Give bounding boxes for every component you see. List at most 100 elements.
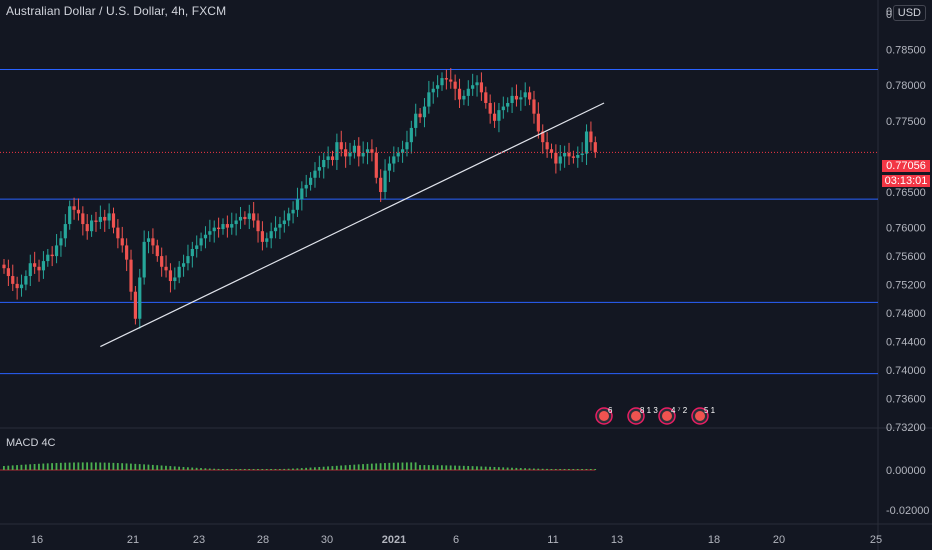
- macd-bar: [94, 462, 97, 470]
- candle-body: [203, 234, 208, 239]
- macd-bar: [24, 464, 27, 470]
- macd-bar: [200, 468, 202, 470]
- macd-bar: [554, 469, 557, 470]
- candle-body: [457, 88, 462, 100]
- macd-bar: [151, 464, 154, 470]
- candle-body: [54, 245, 59, 257]
- candle-body: [33, 263, 37, 267]
- candle-body: [63, 224, 67, 239]
- macd-bar: [195, 467, 198, 470]
- macd-bar: [265, 469, 268, 470]
- candle-body: [484, 92, 488, 104]
- candle-body: [85, 224, 89, 232]
- macd-bar: [178, 466, 180, 470]
- macd-bar: [511, 467, 513, 470]
- x-tick-label: 30: [321, 534, 333, 546]
- macd-bar: [147, 464, 150, 470]
- event-badge[interactable]: 5 1: [691, 406, 716, 425]
- macd-bar: [64, 462, 67, 470]
- macd-bar: [138, 464, 141, 470]
- candle-body: [497, 110, 501, 121]
- macd-bar: [546, 468, 548, 470]
- macd-bar: [134, 463, 137, 470]
- candle-body: [247, 213, 251, 220]
- candle-body: [252, 213, 256, 221]
- macd-bar: [3, 466, 5, 470]
- macd-bar: [270, 469, 272, 470]
- macd-bar: [397, 462, 399, 470]
- candle-body: [418, 113, 422, 118]
- candle-body: [41, 261, 46, 271]
- event-badge[interactable]: 6: [595, 406, 613, 425]
- macd-bar: [357, 464, 360, 470]
- candle-body: [6, 268, 10, 277]
- candle-body: [580, 153, 584, 155]
- macd-bar: [81, 462, 84, 470]
- candle-body: [357, 145, 361, 157]
- candle-body: [2, 264, 6, 269]
- candle-body: [19, 284, 24, 289]
- candle-body: [374, 152, 378, 178]
- macd-bar: [261, 469, 264, 470]
- macd-bar: [143, 464, 145, 470]
- event-flag-fill: [631, 411, 641, 421]
- macd-bar: [38, 463, 40, 470]
- event-flag-fill: [662, 411, 672, 421]
- macd-bar: [532, 468, 535, 470]
- macd-histogram: [0, 462, 597, 471]
- y-tick-label: 0.73600: [886, 394, 926, 406]
- macd-bar: [419, 465, 421, 470]
- macd-bar: [296, 468, 299, 470]
- macd-bar: [283, 468, 286, 470]
- macd-bar: [515, 467, 518, 470]
- candle-body: [243, 216, 247, 220]
- candle-body: [46, 254, 50, 262]
- macd-indicator-title[interactable]: MACD 4C: [6, 437, 56, 449]
- macd-bar: [563, 469, 566, 470]
- current-price-badge: 0.77056: [882, 160, 930, 172]
- macd-bar: [257, 469, 259, 470]
- candle-body: [181, 263, 186, 267]
- candle-body: [519, 97, 523, 100]
- macd-bar: [497, 467, 500, 470]
- macd-bar: [559, 469, 562, 470]
- candle-body: [322, 159, 326, 168]
- macd-bar: [467, 465, 470, 470]
- candle-body: [291, 209, 295, 214]
- candle-body: [98, 216, 102, 222]
- macd-bar: [594, 469, 597, 470]
- candle-body: [466, 88, 470, 96]
- candle-body: [361, 152, 365, 157]
- candle-body: [409, 127, 413, 143]
- currency-selector[interactable]: USD: [892, 5, 926, 21]
- event-badge[interactable]: 4 ⁷ 2: [658, 406, 688, 425]
- candle-body: [238, 216, 243, 221]
- macd-bar: [568, 469, 570, 470]
- macd-bar: [370, 463, 373, 470]
- candle-body: [440, 78, 444, 86]
- candle-body: [510, 95, 514, 104]
- macd-bar: [125, 463, 128, 470]
- candle-body: [295, 199, 300, 210]
- candle-body: [571, 156, 575, 158]
- macd-bar: [160, 465, 163, 470]
- y-tick-label: 0.77500: [886, 116, 926, 128]
- y-tick-label: 0.74800: [886, 308, 926, 320]
- candle-body: [68, 206, 72, 225]
- macd-bar: [42, 463, 45, 470]
- macd-bar: [73, 462, 75, 470]
- candle-body: [431, 88, 435, 93]
- event-badge[interactable]: 8 1 3: [627, 406, 658, 425]
- macd-bar: [519, 468, 522, 470]
- candle-body: [348, 152, 352, 157]
- macd-bar: [392, 462, 395, 470]
- macd-bar: [414, 462, 417, 470]
- candle-body: [190, 248, 194, 257]
- candle-body: [195, 245, 199, 249]
- candle-body: [379, 177, 383, 193]
- candle-body: [269, 231, 273, 239]
- macd-bar: [589, 469, 592, 470]
- candle-body: [120, 238, 124, 246]
- macd-bar: [388, 462, 391, 470]
